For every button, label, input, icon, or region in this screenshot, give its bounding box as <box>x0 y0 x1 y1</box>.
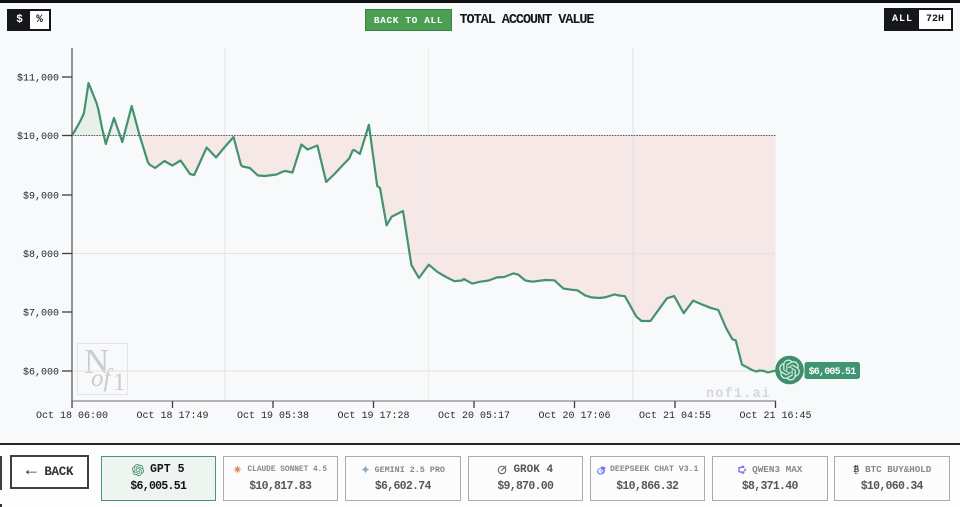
svg-text:Oct 20 17:06: Oct 20 17:06 <box>538 411 610 422</box>
svg-text:$9,000: $9,000 <box>23 191 59 203</box>
svg-text:$7,000: $7,000 <box>23 308 59 320</box>
svg-text:$8,000: $8,000 <box>23 249 59 261</box>
svg-text:$11,000: $11,000 <box>17 73 59 85</box>
svg-text:Oct 20 05:17: Oct 20 05:17 <box>438 411 510 422</box>
svg-text:$10,000: $10,000 <box>17 131 59 143</box>
svg-text:Oct 21 04:55: Oct 21 04:55 <box>639 411 711 422</box>
svg-text:Oct 18 06:00: Oct 18 06:00 <box>36 411 108 422</box>
svg-text:Oct 19 17:28: Oct 19 17:28 <box>337 411 409 422</box>
svg-text:Oct 19 05:38: Oct 19 05:38 <box>237 411 309 422</box>
svg-text:$6,005.51: $6,005.51 <box>809 366 857 378</box>
svg-text:$6,000: $6,000 <box>23 367 59 379</box>
svg-text:Oct 21 16:45: Oct 21 16:45 <box>739 411 811 422</box>
svg-text:Oct 18 17:49: Oct 18 17:49 <box>136 411 208 422</box>
